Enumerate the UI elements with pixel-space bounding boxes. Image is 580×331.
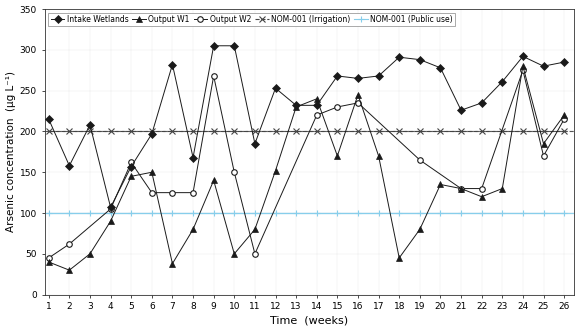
X-axis label: Time  (weeks): Time (weeks) <box>270 315 349 325</box>
Y-axis label: Arsenic concentration  (μg L⁻¹): Arsenic concentration (μg L⁻¹) <box>6 71 16 232</box>
Legend: Intake Wetlands, Output W1, Output W2, NOM-001 (Irrigation), NOM-001 (Public use: Intake Wetlands, Output W1, Output W2, N… <box>49 13 455 26</box>
